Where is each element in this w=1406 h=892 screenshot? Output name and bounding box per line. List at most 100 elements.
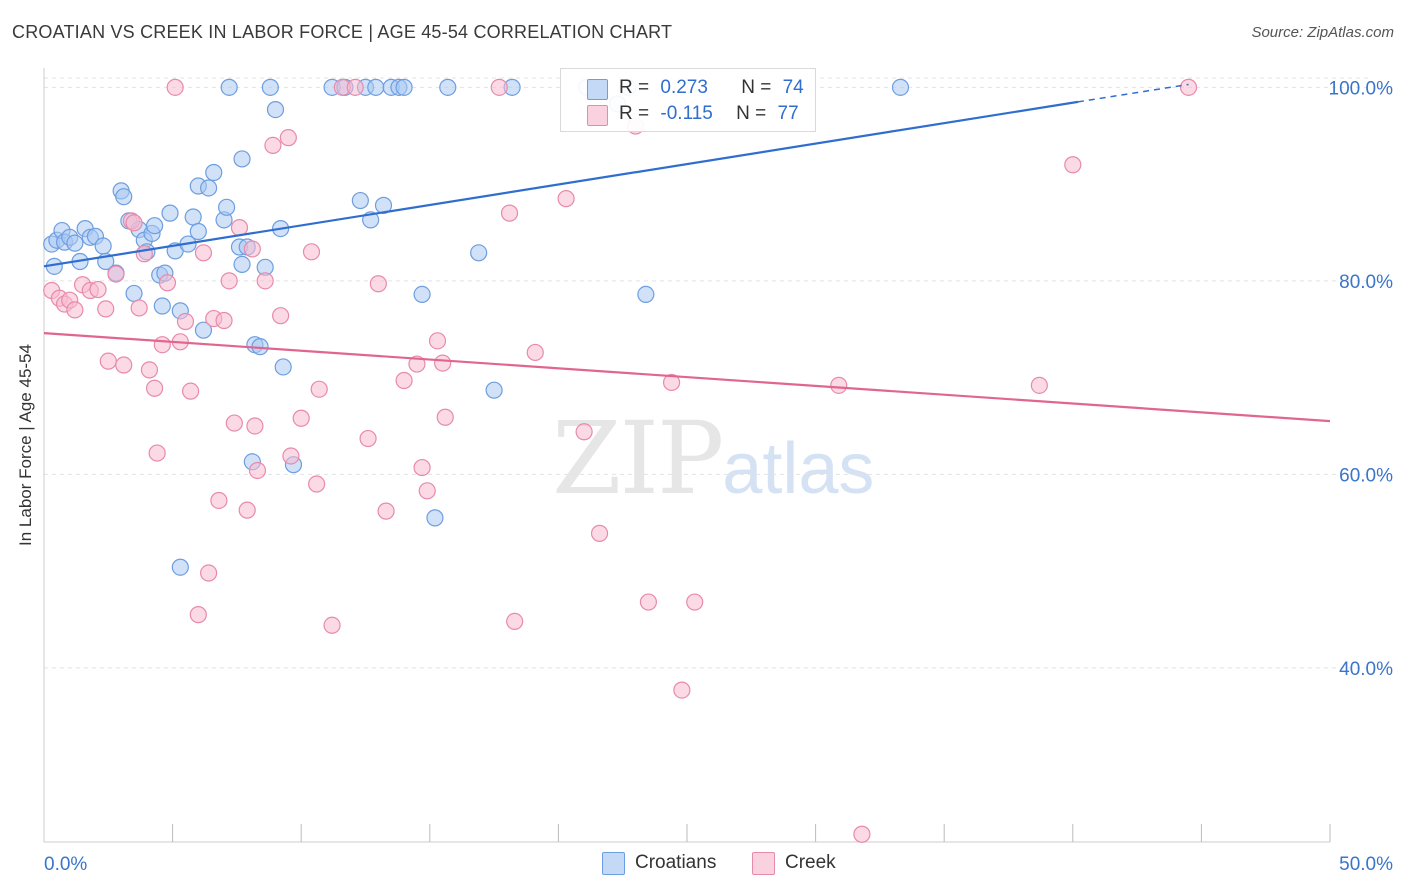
- legend-swatch-croatians: [587, 79, 608, 100]
- y-tick-label: 40.0%: [1339, 659, 1393, 680]
- stats-legend: R = 0.273 N = 74 R = -0.115 N = 77: [560, 68, 816, 132]
- point-croatians: [233, 255, 251, 274]
- point-croatians: [367, 78, 385, 96]
- point-creek: [575, 423, 593, 441]
- point-creek: [140, 361, 159, 379]
- watermark-atlas: atlas: [722, 429, 875, 509]
- legend-r-label: R =: [619, 77, 650, 98]
- legend-swatch-creek: [752, 852, 775, 875]
- point-creek: [238, 501, 256, 519]
- point-creek: [166, 78, 184, 96]
- point-croatians: [485, 381, 503, 399]
- point-creek: [246, 417, 264, 435]
- point-creek: [89, 280, 107, 299]
- legend-r-value: -0.115: [660, 103, 713, 124]
- point-croatians: [439, 78, 457, 96]
- point-creek: [210, 491, 228, 510]
- chart-title: CROATIAN VS CREEK IN LABOR FORCE | AGE 4…: [12, 22, 673, 42]
- point-creek: [434, 354, 452, 372]
- point-creek: [369, 275, 387, 293]
- point-croatians: [125, 284, 143, 303]
- point-creek: [853, 825, 871, 843]
- legend-label-croatians: Croatians: [635, 852, 717, 873]
- point-creek: [256, 272, 274, 290]
- point-creek: [148, 444, 166, 462]
- point-creek: [686, 593, 704, 611]
- point-croatians: [220, 78, 238, 96]
- x-tick-label: 0.0%: [44, 854, 87, 875]
- point-creek: [230, 219, 249, 237]
- point-creek: [158, 274, 177, 292]
- legend-n-value: 77: [777, 103, 799, 124]
- point-creek: [220, 272, 238, 290]
- point-creek: [436, 408, 454, 426]
- legend-n-label: N =: [741, 77, 772, 98]
- point-creek: [130, 299, 148, 317]
- point-croatians: [194, 321, 213, 339]
- point-creek: [662, 373, 681, 392]
- point-creek: [395, 371, 413, 390]
- y-tick-label: 100.0%: [1329, 78, 1394, 99]
- point-creek: [359, 429, 377, 448]
- point-creek: [490, 78, 508, 96]
- point-croatians: [94, 237, 112, 255]
- legend-n-value: 74: [782, 77, 804, 98]
- y-tick-label: 60.0%: [1339, 465, 1393, 486]
- trend-line-creek: [43, 331, 1331, 423]
- point-creek: [125, 214, 143, 232]
- point-croatians: [189, 222, 207, 241]
- legend-r-value: 0.273: [660, 77, 708, 98]
- legend-label-creek: Creek: [785, 852, 836, 873]
- point-creek: [200, 564, 218, 582]
- point-croatians: [200, 179, 218, 197]
- point-croatians: [637, 285, 655, 303]
- point-creek: [225, 414, 243, 432]
- point-croatians: [274, 358, 292, 376]
- point-creek: [590, 524, 609, 542]
- point-croatians: [470, 244, 488, 262]
- point-croatians: [218, 198, 236, 216]
- point-croatians: [115, 188, 133, 206]
- y-tick-label: 80.0%: [1339, 272, 1393, 293]
- point-creek: [673, 681, 691, 699]
- point-creek: [639, 593, 658, 611]
- point-creek: [418, 482, 436, 500]
- trend-line-extension-croatians: [1077, 83, 1189, 103]
- point-creek: [66, 301, 84, 319]
- trend-line-croatians: [43, 100, 1079, 268]
- point-creek: [323, 616, 341, 634]
- point-croatians: [205, 163, 223, 182]
- point-creek: [99, 352, 117, 370]
- legend-r-label: R =: [619, 103, 650, 124]
- point-creek: [107, 265, 125, 283]
- point-creek: [189, 606, 207, 624]
- point-creek: [115, 356, 133, 374]
- point-creek: [408, 355, 426, 373]
- legend-swatch-creek: [587, 105, 608, 126]
- point-creek: [272, 307, 290, 325]
- y-axis-label-container: In Labor Force | Age 45-54: [6, 250, 46, 650]
- point-croatians: [153, 297, 171, 315]
- point-croatians: [233, 150, 251, 168]
- source-credit: Source: ZipAtlas.com: [1251, 24, 1394, 41]
- point-creek: [264, 136, 282, 154]
- point-croatians: [171, 558, 189, 576]
- point-creek: [145, 379, 164, 397]
- point-creek: [194, 244, 213, 262]
- x-tick-label: 50.0%: [1339, 854, 1393, 875]
- point-creek: [526, 343, 544, 362]
- point-creek: [428, 332, 447, 350]
- point-croatians: [426, 509, 444, 527]
- point-creek: [310, 380, 328, 398]
- point-creek: [377, 502, 395, 520]
- point-creek: [302, 243, 321, 261]
- point-croatians: [891, 78, 910, 96]
- point-croatians: [161, 204, 179, 222]
- point-creek: [500, 204, 519, 222]
- point-creek: [248, 461, 267, 480]
- point-croatians: [145, 217, 164, 235]
- point-creek: [279, 129, 297, 147]
- point-croatians: [66, 234, 84, 252]
- point-croatians: [395, 78, 413, 96]
- legend-swatch-croatians: [602, 852, 625, 875]
